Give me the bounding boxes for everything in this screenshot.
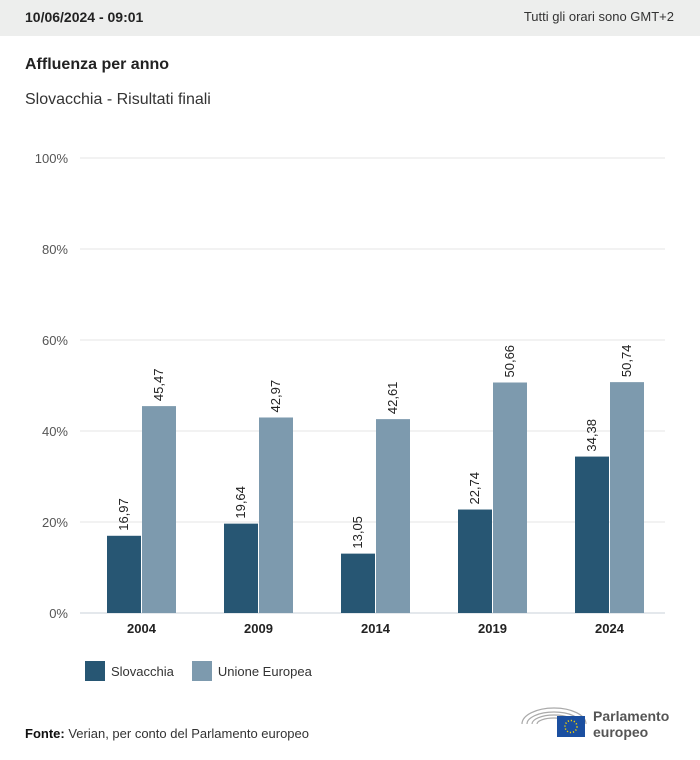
y-tick-label: 40% xyxy=(42,424,68,439)
bar-slovacchia xyxy=(341,553,375,613)
legend: Slovacchia Unione Europea xyxy=(85,661,312,681)
bar-slovacchia xyxy=(224,523,258,613)
bar-slovacchia xyxy=(575,456,609,613)
data-label: 22,74 xyxy=(467,472,482,505)
logo-text: Parlamento europeo xyxy=(593,708,669,740)
bar-unione-europea xyxy=(142,406,176,613)
bar-unione-europea xyxy=(259,417,293,613)
x-tick-label: 2019 xyxy=(478,621,507,636)
data-label: 50,74 xyxy=(619,345,634,378)
source-text: Verian, per conto del Parlamento europeo xyxy=(64,726,309,741)
data-label: 45,47 xyxy=(151,369,166,402)
x-tick-label: 2009 xyxy=(244,621,273,636)
x-tick-label: 2024 xyxy=(595,621,625,636)
logo-line1: Parlamento xyxy=(593,708,670,724)
legend-swatch xyxy=(191,661,212,681)
bar-unione-europea xyxy=(493,382,527,613)
chart-subtitle: Slovacchia - Risultati finali xyxy=(25,91,211,108)
y-tick-label: 100% xyxy=(35,151,69,166)
data-label: 19,64 xyxy=(233,486,248,519)
bar-unione-europea xyxy=(610,382,644,613)
parliament-logo xyxy=(521,707,587,737)
x-tick-label: 2004 xyxy=(127,621,157,636)
source-label: Fonte: xyxy=(25,726,65,741)
data-label: 50,66 xyxy=(502,345,517,378)
bar-chart: 0% 20% 40% 60% 80% 100% 16,97 45,47 2004 19,64 42,… xyxy=(35,151,665,636)
bar-slovacchia xyxy=(458,509,492,613)
timezone-note: Tutti gli orari sono GMT+2 xyxy=(523,9,674,24)
data-label: 13,05 xyxy=(350,516,365,549)
y-tick-label: 20% xyxy=(42,515,68,530)
bar-slovacchia xyxy=(107,535,141,613)
data-label: 16,97 xyxy=(116,498,131,531)
chart-title: Affluenza per anno xyxy=(25,56,170,73)
y-tick-label: 80% xyxy=(42,242,68,257)
data-label: 34,38 xyxy=(584,419,599,452)
data-label: 42,61 xyxy=(385,382,400,415)
source-note: Fonte: Verian, per conto del Parlamento … xyxy=(25,726,309,741)
legend-label: Unione Europea xyxy=(217,663,312,679)
legend-item-slovacchia[interactable]: Slovacchia xyxy=(85,661,174,681)
legend-item-ue[interactable]: Unione Europea xyxy=(191,661,312,681)
logo-line2: europeo xyxy=(593,724,649,740)
bar-unione-europea xyxy=(376,419,410,613)
x-tick-label: 2014 xyxy=(361,621,391,636)
top-bar: 10/06/2024 - 09:01 Tutti gli orari sono … xyxy=(0,0,700,36)
legend-swatch xyxy=(85,661,105,681)
legend-label: Slovacchia xyxy=(111,663,174,679)
data-label: 42,97 xyxy=(268,380,283,413)
y-tick-label: 60% xyxy=(42,333,68,348)
y-tick-label: 0% xyxy=(49,606,68,621)
timestamp: 10/06/2024 - 09:01 xyxy=(25,9,144,25)
